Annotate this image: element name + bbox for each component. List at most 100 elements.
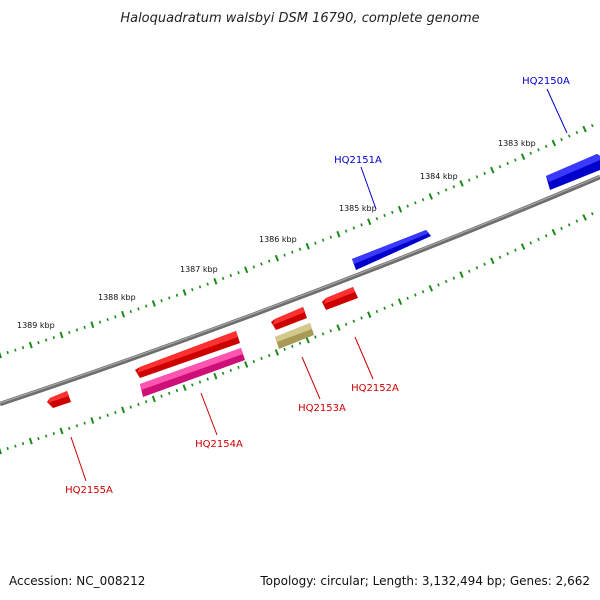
outer-tick-mark	[391, 210, 394, 214]
connector-HQ2152A	[354, 336, 374, 380]
outer-tick-mark	[137, 307, 140, 311]
outer-tick-mark	[106, 317, 109, 322]
inner-tick-mark	[360, 316, 363, 320]
outer-tick-mark	[560, 137, 563, 142]
inner-tick-mark	[252, 359, 256, 364]
outer-tick-mark	[160, 299, 163, 303]
inner-tick-mark	[514, 248, 517, 252]
kbp-label-1384: 1384 kbp	[420, 172, 458, 181]
outer-tick-mark	[267, 259, 271, 263]
outer-tick-mark	[6, 350, 9, 355]
inner-tick-mark	[314, 335, 317, 339]
gene-HQ2155A-block[interactable]	[47, 391, 71, 408]
outer-tick-mark	[383, 213, 386, 218]
outer-tick-mark	[151, 300, 156, 307]
outer-tick-mark	[452, 185, 456, 189]
outer-tick-mark	[437, 191, 440, 195]
inner-tick-mark	[206, 377, 209, 381]
gene-label-HQ2152A[interactable]: HQ2152A	[351, 383, 399, 394]
connector-HQ2151A	[360, 166, 377, 210]
outer-tick-mark	[421, 198, 425, 202]
outer-tick-mark	[537, 148, 540, 152]
outer-tick-mark	[544, 144, 548, 149]
inner-tick-mark	[452, 276, 456, 280]
genome-backbone	[0, 174, 600, 407]
outer-tick-mark	[575, 130, 579, 135]
connector-HQ2153A	[301, 356, 321, 400]
outer-tick-mark	[514, 158, 517, 162]
outer-tick-mark	[483, 171, 486, 176]
gene-HQ2152A-block[interactable]	[322, 287, 358, 310]
gene-label-HQ2155A[interactable]: HQ2155A	[65, 485, 113, 496]
outer-tick-mark	[252, 265, 256, 269]
inner-tick-mark	[213, 372, 218, 380]
topology-text: Topology: circular; Length: 3,132,494 bp…	[260, 574, 590, 588]
inner-tick-mark	[475, 266, 479, 270]
connector-HQ2154A	[200, 392, 218, 436]
outer-tick-mark	[283, 253, 286, 257]
inner-tick-mark	[244, 361, 249, 368]
kbp-label-1383: 1383 kbp	[498, 139, 536, 148]
outer-tick-mark	[260, 262, 263, 266]
inner-tick-mark	[575, 219, 579, 223]
connector-HQ2155A	[70, 436, 87, 482]
inner-tick-mark	[83, 421, 86, 425]
inner-tick-mark	[467, 269, 471, 273]
inner-tick-mark	[375, 309, 379, 314]
inner-tick-mark	[191, 383, 194, 387]
outer-tick-mark	[520, 153, 526, 161]
outer-tick-mark	[551, 139, 557, 147]
inner-tick-mark	[106, 413, 109, 417]
inner-tick-track	[0, 212, 594, 455]
outer-tick-mark	[129, 309, 132, 314]
outer-tick-mark	[352, 226, 356, 230]
olive-feature-block[interactable]	[275, 323, 314, 349]
gene-label-HQ2150A[interactable]: HQ2150A	[522, 76, 570, 87]
outer-tick-mark	[567, 134, 571, 138]
inner-tick-mark	[168, 391, 171, 395]
gene-HQ2154A-block[interactable]	[135, 331, 240, 378]
outer-tick-mark	[444, 188, 448, 192]
inner-tick-mark	[590, 212, 594, 216]
inner-tick-mark	[459, 271, 464, 279]
connector-HQ2150A	[546, 88, 568, 134]
outer-tick-mark	[360, 223, 363, 227]
inner-tick-mark	[68, 426, 71, 430]
outer-tick-mark	[428, 193, 433, 200]
outer-tick-mark	[298, 247, 302, 251]
outer-tick-mark	[37, 341, 40, 345]
inner-tick-mark	[151, 395, 156, 403]
inner-tick-mark	[329, 329, 333, 333]
outer-tick-mark	[367, 218, 372, 226]
outer-tick-mark	[44, 338, 48, 342]
gene-label-HQ2151A[interactable]: HQ2151A	[334, 155, 382, 166]
outer-tick-mark	[467, 178, 471, 182]
outer-tick-mark	[498, 165, 502, 169]
outer-tick-mark	[206, 282, 209, 286]
kbp-label-1385: 1385 kbp	[339, 204, 377, 213]
inner-tick-mark	[137, 402, 140, 407]
gene-HQ2151A-block[interactable]	[352, 230, 431, 270]
outer-tick-mark	[98, 320, 102, 324]
inner-tick-mark	[506, 252, 510, 256]
inner-tick-mark	[383, 306, 386, 310]
outer-tick-mark	[90, 321, 95, 329]
gene-label-HQ2154A[interactable]: HQ2154A	[195, 439, 243, 450]
pink-feature-block[interactable]	[140, 348, 245, 397]
outer-tick-mark	[406, 204, 409, 208]
outer-tick-mark	[68, 330, 71, 335]
outer-tick-mark	[344, 229, 348, 233]
inner-tick-mark	[391, 303, 394, 307]
inner-tick-mark	[0, 447, 2, 455]
gene-label-HQ2153A[interactable]: HQ2153A	[298, 403, 346, 414]
outer-tick-mark	[75, 328, 79, 332]
inner-tick-mark	[198, 380, 202, 384]
inner-tick-mark	[421, 290, 425, 294]
outer-tick-mark	[28, 341, 33, 349]
gene-HQ2150A-block[interactable]	[546, 154, 600, 190]
inner-tick-mark	[336, 324, 341, 331]
gene-HQ2153A-block[interactable]	[271, 307, 307, 330]
inner-tick-mark	[44, 434, 48, 438]
inner-tick-mark	[537, 237, 540, 242]
inner-tick-mark	[121, 406, 126, 414]
